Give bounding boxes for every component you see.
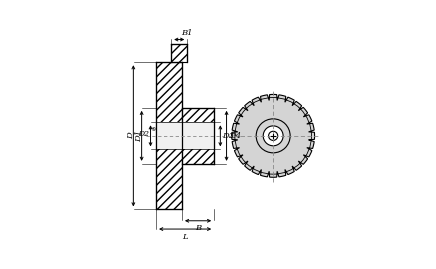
Circle shape — [263, 126, 283, 146]
Bar — [171, 44, 187, 62]
Circle shape — [256, 119, 290, 153]
Text: D1: D1 — [135, 130, 143, 142]
Polygon shape — [232, 94, 314, 177]
Bar — [182, 108, 214, 164]
Bar — [156, 122, 214, 149]
Text: D4: D4 — [228, 132, 241, 140]
Circle shape — [269, 131, 278, 140]
Text: D3: D3 — [222, 132, 235, 140]
Text: D: D — [127, 132, 135, 139]
Bar — [156, 62, 182, 209]
Text: H9: H9 — [150, 127, 157, 132]
Text: B1: B1 — [181, 29, 193, 37]
Text: D2: D2 — [139, 130, 150, 138]
Text: L: L — [182, 233, 188, 241]
Text: B: B — [195, 225, 201, 232]
